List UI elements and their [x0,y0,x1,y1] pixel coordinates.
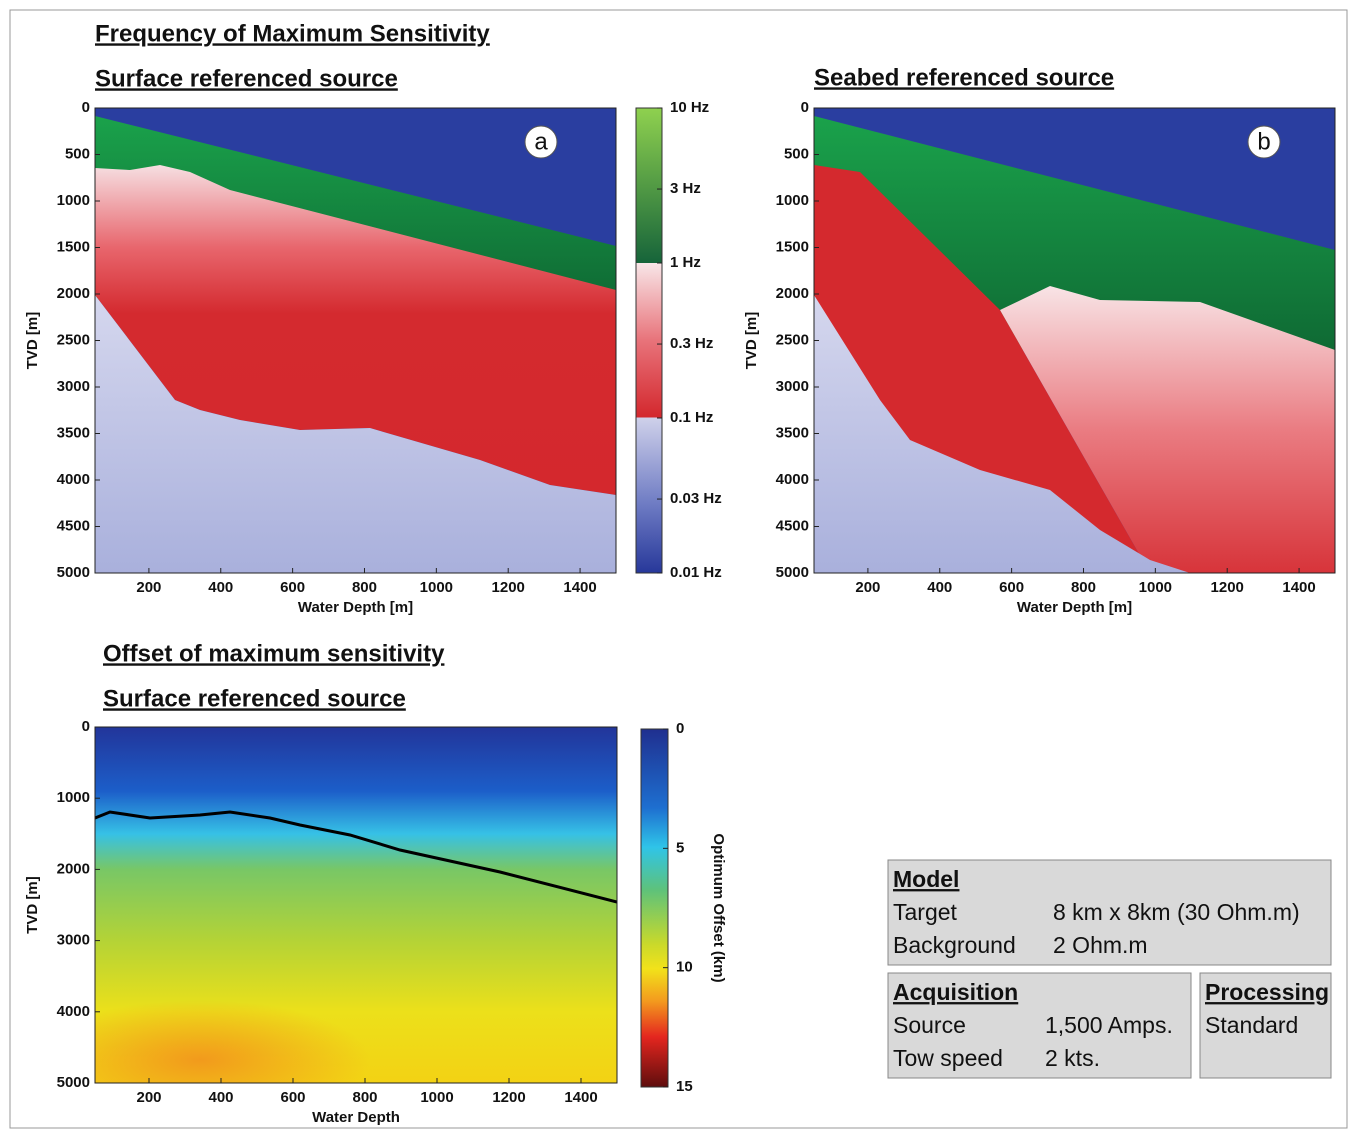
x-tick-label: 800 [352,1089,377,1106]
x-tick-label: 1400 [563,579,596,596]
y-tick-label: 4000 [776,471,809,488]
model-box [887,859,1332,966]
y-axis-label: TVD [m] [24,312,41,370]
y-tick-label: 3000 [57,378,90,395]
y-axis-label: TVD [m] [743,312,760,370]
colorbar-a [635,107,663,574]
y-tick-label: 4000 [57,1003,90,1020]
colorbar-tick-label: 0.01 Hz [670,564,722,581]
x-tick-label: 200 [136,579,161,596]
colorbar-c [640,728,669,1088]
y-tick-label: 1000 [57,192,90,209]
info-cell: 1,500 Amps. [1045,1012,1173,1038]
y-tick-label: 2000 [776,285,809,302]
x-tick-label: 600 [999,579,1024,596]
y-tick-label: 4000 [57,471,90,488]
colorbar-tick-label: 10 [676,959,693,976]
y-tick-label: 1000 [57,789,90,806]
x-tick-label: 400 [208,1089,233,1106]
x-tick-label: 800 [1071,579,1096,596]
y-tick-label: 3500 [776,424,809,441]
colorbar-tick-label: 5 [676,839,684,856]
colorbar-tick-label: 3 Hz [670,180,701,197]
info-cell: Standard [1205,1012,1298,1038]
x-tick-label: 600 [280,579,305,596]
figure-title: Frequency of Maximum Sensitivity [95,20,490,47]
x-tick-label: 800 [352,579,377,596]
colorbar-tick-label: 15 [676,1078,693,1095]
colorbar-tick-label: 0.1 Hz [670,409,713,426]
x-axis-label: Water Depth [312,1109,400,1126]
y-axis-label: TVD [m] [24,876,41,934]
field-a [95,108,616,573]
field-c [95,727,617,1083]
x-tick-label: 1000 [420,579,453,596]
info-cell: 2 Ohm.m [1053,932,1148,958]
y-tick-label: 1500 [57,238,90,255]
x-tick-label: 1400 [564,1089,597,1106]
panel-label: b [1257,128,1270,155]
y-tick-label: 5000 [57,564,90,581]
y-tick-label: 1000 [776,192,809,209]
colorbar-tick-label: 0.3 Hz [670,335,713,352]
info-cell: Background [893,932,1016,958]
y-tick-label: 4500 [776,517,809,534]
x-axis-label: Water Depth [m] [1017,599,1132,616]
y-tick-label: 5000 [57,1074,90,1091]
info-heading: Acquisition [893,979,1018,1005]
y-tick-label: 3000 [776,378,809,395]
colorbar-tick-label: 10 Hz [670,99,709,116]
y-tick-label: 0 [82,718,90,735]
y-tick-label: 500 [784,145,809,162]
subtitle: Surface referenced source [95,65,398,92]
x-tick-label: 1200 [1211,579,1244,596]
y-tick-label: 4500 [57,517,90,534]
y-tick-label: 0 [801,99,809,116]
x-tick-label: 600 [280,1089,305,1106]
y-tick-label: 3000 [57,932,90,949]
y-tick-label: 2500 [776,331,809,348]
x-tick-label: 1200 [492,1089,525,1106]
panel-badge [1247,125,1281,159]
info-cell: Target [893,899,958,925]
y-tick-label: 0 [82,99,90,116]
x-tick-label: 1400 [1282,579,1315,596]
x-axis-label: Water Depth [m] [298,599,413,616]
info-cell: 2 kts. [1045,1045,1100,1071]
info-cell: Source [893,1012,966,1038]
colorbar-label: Optimum Offset (km) [710,833,727,982]
y-tick-label: 2000 [57,860,90,877]
y-tick-label: 2500 [57,331,90,348]
subtitle: Seabed referenced source [814,64,1114,91]
panel-label: a [534,128,548,155]
info-cell: Tow speed [893,1045,1003,1071]
panel-badge [524,125,558,159]
x-tick-label: 200 [855,579,880,596]
y-tick-label: 3500 [57,424,90,441]
x-tick-label: 1200 [492,579,525,596]
y-tick-label: 5000 [776,564,809,581]
subtitle: Surface referenced source [103,685,406,712]
y-tick-label: 500 [65,145,90,162]
field-b [814,108,1335,573]
frame [9,9,1348,1129]
section-title: Offset of maximum sensitivity [103,640,445,667]
colorbar-tick-label: 0 [676,720,684,737]
plot-frame [94,726,618,1084]
processing-box [1199,972,1332,1079]
info-heading: Model [893,866,959,892]
x-tick-label: 200 [136,1089,161,1106]
colorbar-tick-label: 1 Hz [670,254,701,271]
info-cell: 8 km x 8km (30 Ohm.m) [1053,899,1300,925]
x-tick-label: 1000 [420,1089,453,1106]
x-tick-label: 400 [927,579,952,596]
y-tick-label: 2000 [57,285,90,302]
colorbar-tick-label: 0.03 Hz [670,490,722,507]
acquisition-box [887,972,1192,1079]
x-tick-label: 400 [208,579,233,596]
info-heading: Processing [1205,979,1329,1005]
x-tick-label: 1000 [1139,579,1172,596]
y-tick-label: 1500 [776,238,809,255]
